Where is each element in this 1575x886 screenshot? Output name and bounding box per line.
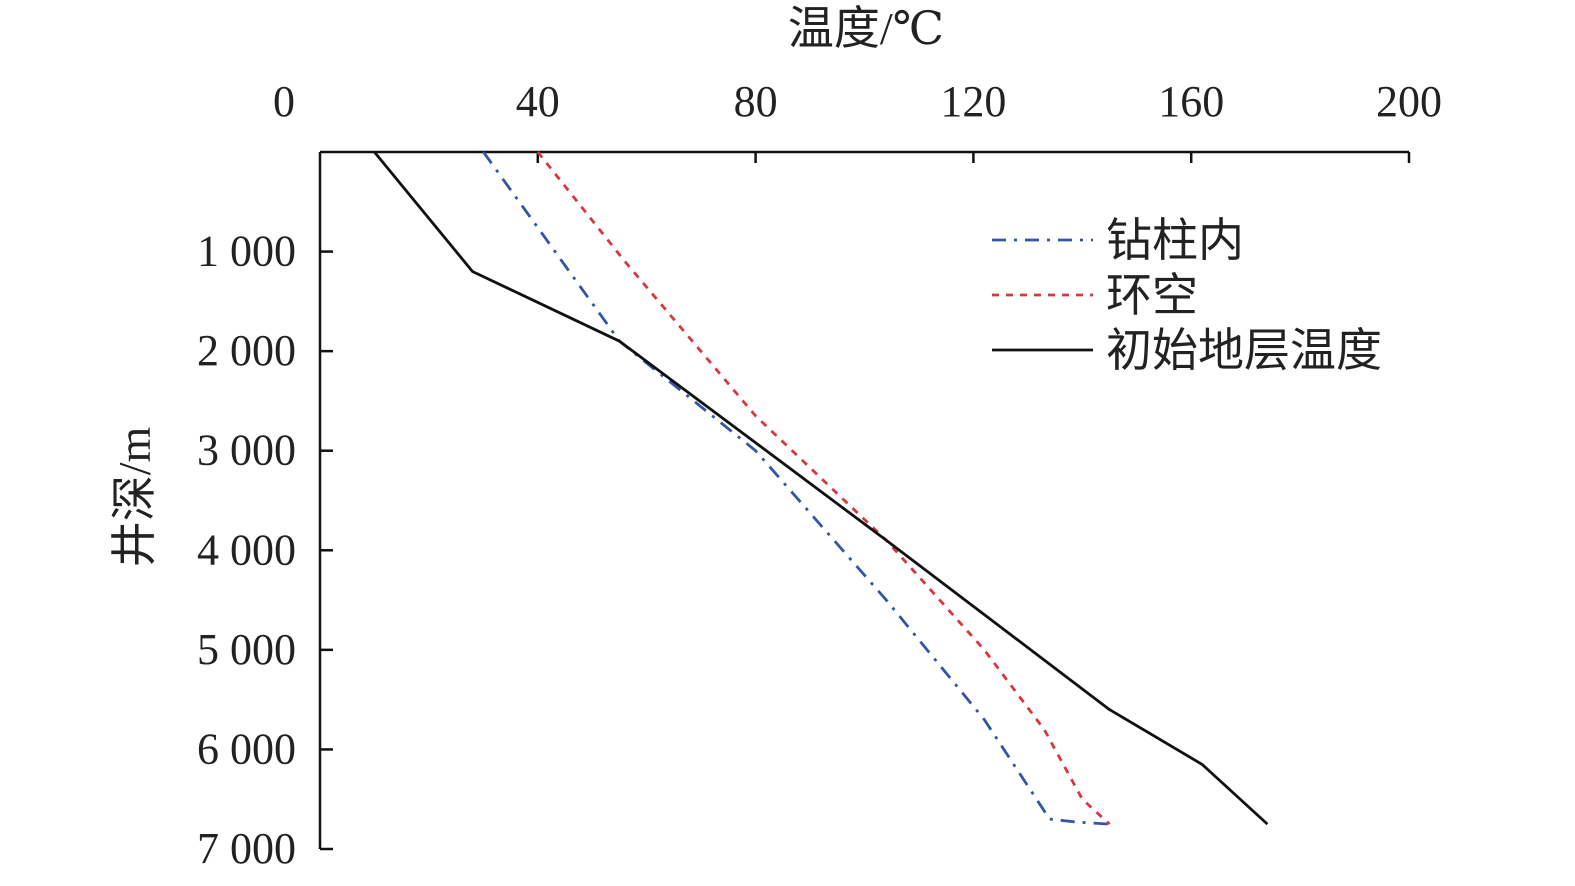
series-line-2 bbox=[536, 151, 1111, 826]
x-tick-label: 40 bbox=[516, 77, 560, 126]
series-line-3 bbox=[373, 151, 1269, 826]
x-tick-label: 0 bbox=[273, 77, 295, 126]
y-tick-label: 3 000 bbox=[197, 426, 296, 475]
x-tick-label: 80 bbox=[734, 77, 778, 126]
x-axis-title: 温度/℃ bbox=[788, 3, 944, 54]
x-axis-ticks: 0 40 80 120 160 200 bbox=[273, 77, 1442, 163]
y-tick-label: 4 000 bbox=[197, 525, 296, 574]
x-tick-label: 160 bbox=[1158, 77, 1224, 126]
x-tick-label: 200 bbox=[1376, 77, 1442, 126]
legend-label-2: 环空 bbox=[1106, 270, 1198, 321]
y-axis-title: 井深/m bbox=[109, 427, 160, 568]
y-axis-ticks: 1 000 2 000 3 000 4 000 5 000 6 000 7 000 bbox=[197, 227, 333, 873]
series-layer bbox=[373, 151, 1269, 826]
axes bbox=[318, 150, 1409, 849]
y-tick-label: 6 000 bbox=[197, 724, 296, 773]
y-tick-label: 5 000 bbox=[197, 625, 296, 674]
x-tick-label: 120 bbox=[940, 77, 1006, 126]
y-tick-label: 2 000 bbox=[197, 326, 296, 375]
y-tick-label: 7 000 bbox=[197, 824, 296, 873]
legend-label-3: 初始地层温度 bbox=[1106, 325, 1382, 376]
series-line-1 bbox=[482, 151, 1110, 826]
legend-label-1: 钻柱内 bbox=[1106, 215, 1244, 266]
y-tick-label: 1 000 bbox=[197, 227, 296, 276]
